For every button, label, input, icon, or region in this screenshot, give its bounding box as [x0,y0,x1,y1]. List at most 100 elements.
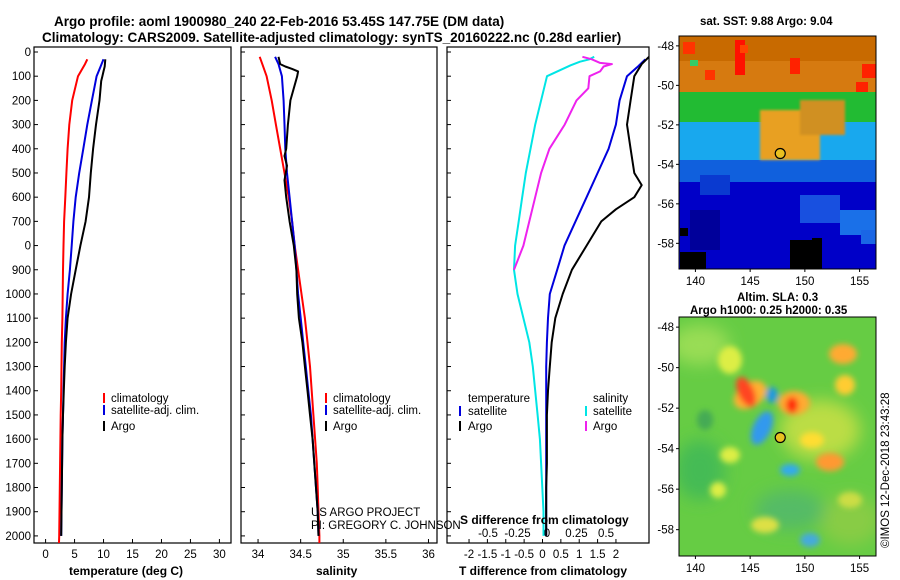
x-tick-label: 20 [155,549,168,561]
x-tick-label: -1.5 [477,549,497,561]
project-credit: US ARGO PROJECT [311,507,420,519]
map-x-tick-label: 145 [741,276,760,288]
salinity-lines [258,56,321,543]
map-y-tick-label: -48 [657,41,674,53]
sst-map-title: sat. SST: 9.88 Argo: 9.04 [700,16,833,28]
sla-map-title: Altim. SLA: 0.3 [737,292,818,304]
depth-tick-label: 1900 [5,507,31,519]
depth-tick-label: 1300 [5,362,31,374]
temperature-xlabel: temperature (deg C) [69,564,183,578]
sst-map-axes: 140 145 150 155 -48 -50 -52 -54 -56 -58 [657,41,869,288]
x-tick-label: 0 [539,549,545,561]
argo-position-marker [774,147,786,160]
depth-tick-label: 900 [12,265,31,277]
x-tick-label: 0 [42,549,48,561]
salinity-x-axis: 34 34.5 35 35.5 36 [252,539,435,561]
difference-panel-frame [446,46,650,544]
sla-map-axes: 140 145 150 155 -48 -50 -52 -54 -56 -58 [657,322,869,575]
salinity-xlabel: salinity [316,564,358,578]
series-line-2 [277,56,320,536]
depth-tick-label: 300 [12,120,31,132]
x-tick-label: 36 [422,549,435,561]
s-difference-xlabel: S difference from climatology [460,513,629,527]
salinity-panel-frame [240,46,438,544]
legend-title-salinity: salinity [593,393,628,405]
depth-tick-label: 1800 [5,483,31,495]
depth-tick-label: 1000 [5,289,31,301]
x-tick-label: 2 [613,549,619,561]
depth-tick-label: 400 [12,144,31,156]
depth-tick-label: 1700 [5,458,31,470]
map-y-tick-label: -50 [657,363,674,375]
temperature-lines [57,58,107,543]
map-y-tick-label: -56 [657,199,674,211]
x-tick-label: 1.5 [590,549,606,561]
x-tick-label: -0.5 [514,549,534,561]
depth-tick-label: 0 [25,241,31,253]
depth-tick-label: 200 [12,95,31,107]
map-y-tick-label: -52 [657,120,674,132]
x-tick-label: 5 [71,549,77,561]
depth-tick-label: 1100 [6,313,31,325]
salinity-legend: climatology satellite-adj. clim. Argo [325,393,421,433]
map-y-tick-label: -48 [657,322,674,334]
temperature-x-axis: 0 5 10 15 20 25 30 [42,539,226,561]
legend-label-s-argo: Argo [593,421,617,433]
x-tick-label: 1 [576,549,582,561]
map-y-tick-label: -58 [657,238,674,250]
series-line-3 [513,55,613,271]
x-tick-label: 35 [337,549,350,561]
map-x-tick-label: 145 [741,563,760,575]
map-y-tick-label: -54 [657,444,674,456]
legend-swatch-argo [325,421,327,431]
legend-swatch-climatology [325,393,327,403]
figure-title-line2: Climatology: CARS2009. Satellite-adjuste… [42,30,621,45]
depth-tick-label: 2000 [5,531,31,543]
depth-tick-label: 700 [12,216,31,228]
map-x-tick-label: 150 [795,276,814,288]
temperature-legend: climatology satellite-adj. clim. Argo [103,393,199,433]
s-diff-tick-label: -0.25 [504,528,530,540]
depth-tick-label: 1400 [5,386,31,398]
timestamp-credit: ©IMOS 12-Dec-2018 23:43:28 [880,392,892,548]
series-line-1 [60,58,105,536]
series-line-2 [513,55,595,536]
legend-label-satellite: satellite-adj. clim. [333,405,421,417]
series-line-0 [57,58,89,543]
map-y-tick-label: -52 [657,403,674,415]
sla-map-frame [678,316,877,557]
argo-position-marker [774,431,786,444]
depth-tick-label: 1200 [5,337,31,349]
series-line-2 [60,59,107,536]
x-tick-label: -2 [464,549,474,561]
legend-swatch-satellite [325,405,327,415]
legend-label-s-satellite: satellite [593,406,632,418]
x-tick-label: 10 [97,549,110,561]
map-y-tick-label: -58 [657,525,674,537]
map-x-tick-label: 155 [850,563,869,575]
legend-swatch-satellite [103,405,105,415]
t-difference-x-axis: -2 -1.5 -1 -0.5 0 0.5 1 1.5 2 [464,539,619,561]
t-difference-xlabel: T difference from climatology [459,564,627,578]
legend-swatch-s-satellite [585,406,587,416]
x-tick-label: 34.5 [289,549,311,561]
depth-tick-label: 500 [12,168,31,180]
depth-tick-label: 1500 [5,410,31,422]
difference-lines [513,55,649,536]
depth-tick-label: 0 [25,47,31,59]
legend-swatch-argo [103,421,105,431]
x-tick-label: 25 [184,549,197,561]
map-x-tick-label: 140 [686,563,705,575]
x-tick-label: 0.5 [553,549,569,561]
pi-credit: PI: GREGORY C. JOHNSON [311,520,461,532]
map-y-tick-label: -54 [657,159,674,171]
x-tick-label: 15 [126,549,139,561]
map-y-tick-label: -50 [657,80,674,92]
map-x-tick-label: 140 [686,276,705,288]
map-y-tick-label: -56 [657,484,674,496]
legend-title-temperature: temperature [468,393,530,405]
sst-map [679,36,876,269]
legend-label-satellite: satellite-adj. clim. [111,405,199,417]
legend-label-climatology: climatology [333,393,391,405]
